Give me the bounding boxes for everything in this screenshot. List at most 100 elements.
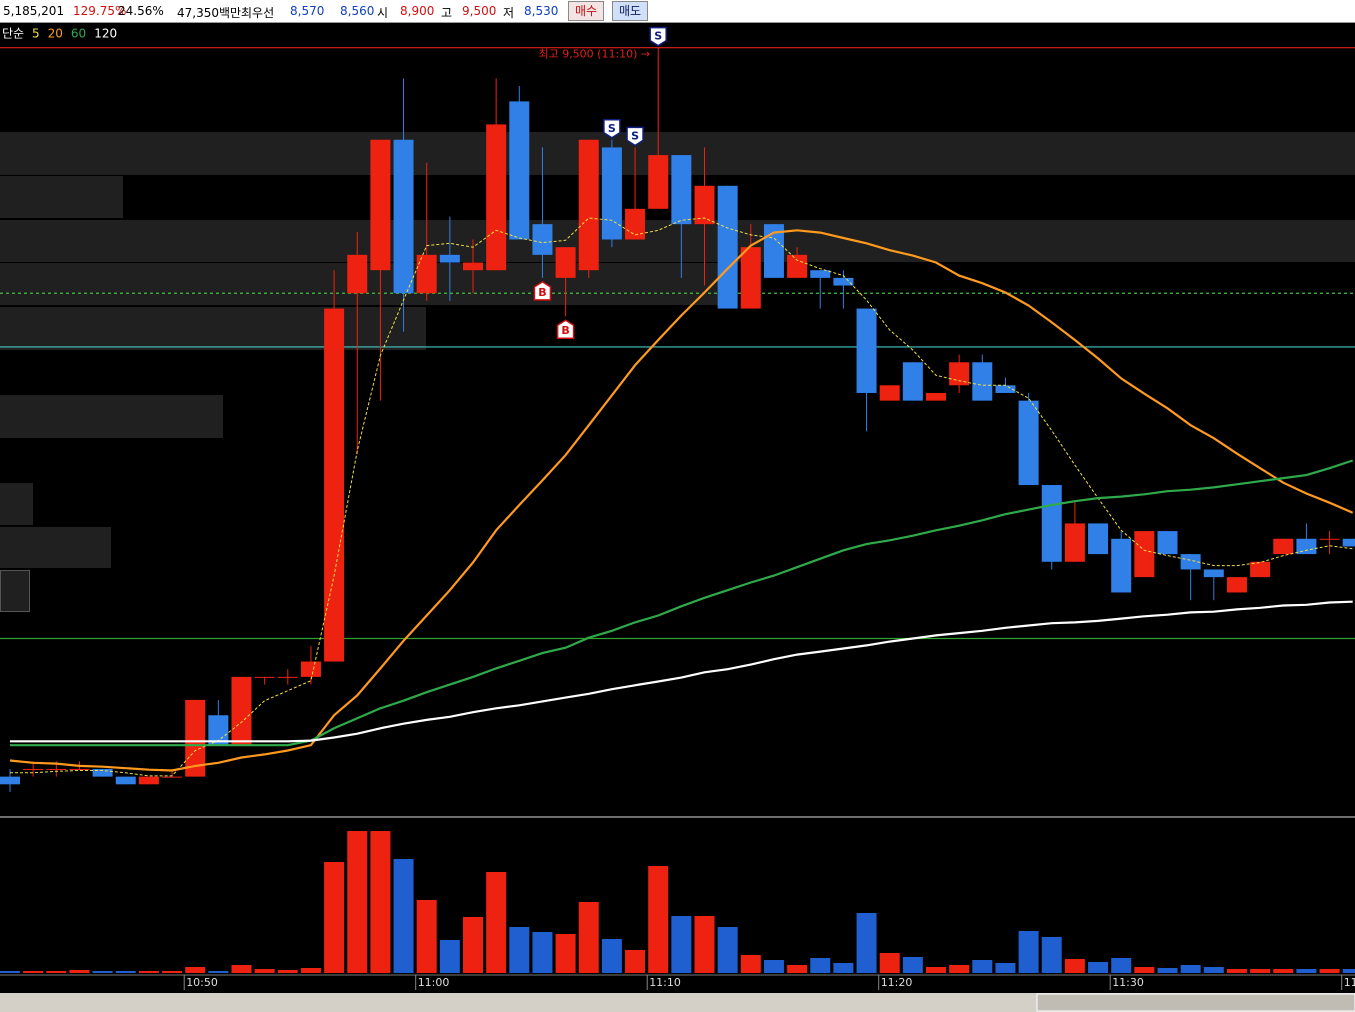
header-field: 8,900 — [400, 4, 435, 18]
candle-body — [856, 308, 877, 393]
candle-body — [439, 254, 460, 263]
candle-body — [46, 768, 67, 770]
volume-bar — [231, 965, 252, 973]
candle-body — [1088, 523, 1109, 555]
header-bar: 5,185,201 129.75% 24.56% 47,350백만 최우선 8,… — [0, 0, 1355, 23]
candle-body — [1111, 538, 1132, 593]
candle-body — [625, 208, 646, 240]
candle-body — [1041, 485, 1062, 562]
volume-bar — [717, 927, 738, 973]
volume-bar — [1273, 969, 1294, 973]
volume-bar — [1296, 969, 1317, 973]
band — [0, 570, 30, 612]
volume-bar — [856, 913, 877, 973]
candle-body — [92, 768, 113, 777]
volume-bar — [1041, 937, 1062, 973]
volume-bar — [92, 971, 113, 973]
volume-bar — [300, 968, 321, 973]
volume-bar — [439, 940, 460, 973]
candle-body — [717, 185, 738, 309]
candle-body — [972, 362, 993, 401]
band — [0, 527, 111, 568]
header-field: 24.56% — [118, 4, 164, 18]
volume-bar — [370, 831, 391, 973]
candle-body — [555, 247, 576, 278]
volume-bar — [532, 932, 553, 973]
volume-bar — [463, 917, 483, 973]
volume-bar — [902, 957, 923, 973]
candle-body — [995, 385, 1016, 393]
ma-line — [10, 217, 1353, 777]
volume-bar — [601, 939, 622, 973]
scroll-thumb[interactable] — [1036, 993, 1355, 1012]
ma-line — [9, 229, 1354, 772]
candle-body — [393, 139, 414, 294]
candle-body — [231, 676, 252, 746]
candle-body — [115, 776, 136, 785]
header-field: 저 — [503, 6, 515, 20]
signal-label: B — [538, 286, 546, 299]
candle-body — [1157, 531, 1178, 555]
volume-bar — [138, 971, 159, 973]
legend-entry: 5 — [32, 27, 40, 41]
volume-bar — [648, 866, 669, 973]
candle-body — [810, 270, 831, 278]
volume-bar — [0, 971, 20, 973]
header-field: 9,500 — [462, 4, 497, 18]
signal-label: S — [631, 129, 639, 142]
candle-body — [509, 101, 530, 240]
volume-bar — [1342, 969, 1355, 973]
header-field: 8,530 — [524, 4, 559, 18]
volume-bar — [46, 971, 67, 973]
candle-body — [463, 262, 483, 271]
x-tick-label: 11:10 — [649, 976, 681, 989]
x-tick-label: 11:30 — [1112, 976, 1144, 989]
candle-body — [300, 661, 321, 677]
scrollbar[interactable] — [0, 993, 1355, 1012]
volume-bar — [1064, 959, 1085, 973]
volume-bar — [1226, 969, 1247, 973]
candle-body — [833, 277, 854, 286]
candle-body — [763, 224, 784, 278]
candle-body — [370, 139, 391, 271]
candle-body — [486, 124, 507, 271]
candle-body — [208, 715, 229, 746]
candle-body — [185, 699, 206, 777]
x-tick-label: 10:50 — [186, 976, 218, 989]
volume-bar — [486, 872, 507, 973]
high-annotation: 최고 9,500 (11:10) → — [538, 48, 650, 61]
volume-bar — [671, 916, 692, 973]
candle-body — [1296, 538, 1317, 555]
candle-body — [1342, 538, 1355, 547]
legend-entry: 120 — [94, 27, 117, 41]
x-tick-label: 11:00 — [418, 976, 450, 989]
candle-body — [138, 776, 159, 785]
candle-body — [1134, 531, 1155, 578]
band — [0, 176, 123, 218]
signal-badge — [649, 26, 667, 47]
candle-body — [1250, 561, 1271, 578]
signal-label: B — [561, 324, 569, 337]
volume-bar — [763, 960, 784, 973]
volume-bar — [1157, 968, 1178, 973]
candle-body — [926, 392, 946, 401]
signal-badge — [556, 319, 575, 339]
candle-body — [1018, 400, 1039, 486]
candle-body — [578, 139, 599, 271]
header-field: 47,350백만 — [177, 6, 242, 20]
volume-bar — [787, 965, 808, 973]
volume-bar — [1134, 967, 1155, 973]
volume-bar — [23, 971, 44, 973]
buy-button[interactable]: 매수 — [568, 1, 605, 21]
candle-body — [787, 254, 808, 278]
candle-body — [416, 254, 437, 294]
candle-body — [532, 224, 553, 255]
candle-body — [648, 155, 669, 209]
volume-bar — [625, 950, 646, 973]
legend: 단순 5 20 60 120 — [2, 27, 117, 41]
sell-button[interactable]: 매도 — [612, 1, 649, 21]
band — [0, 220, 1355, 262]
candle-body — [347, 254, 368, 294]
header-field: 8,560 — [340, 4, 375, 18]
